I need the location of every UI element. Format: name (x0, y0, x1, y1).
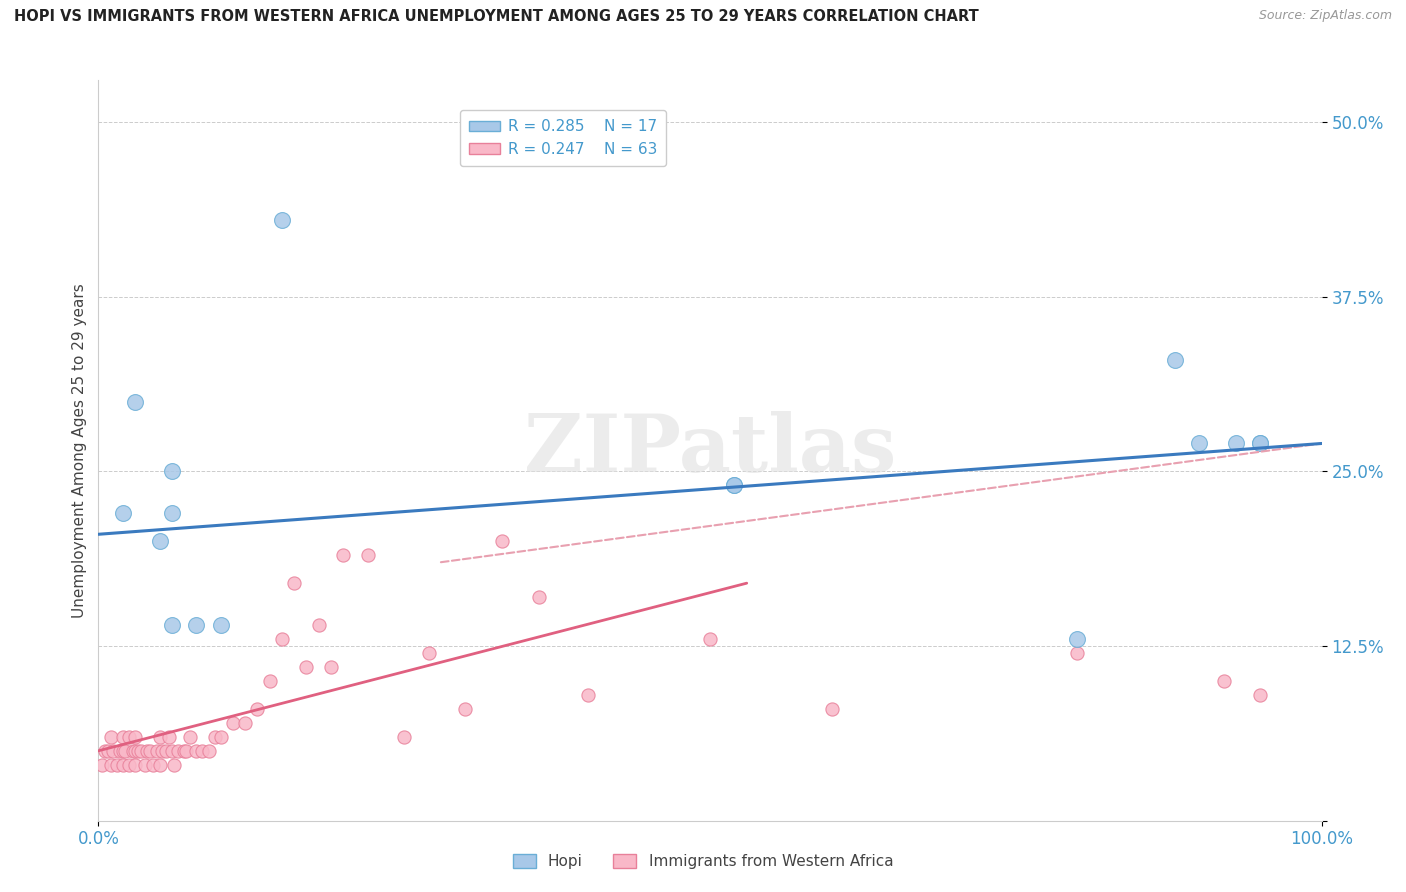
Point (124, 730, 146, 744)
Point (176, 744, 198, 758)
Point (259, 673, 281, 688)
Point (100, 757, 122, 772)
Point (155, 744, 177, 758)
Point (1250, 436, 1272, 450)
Point (491, 534, 513, 549)
Point (209, 730, 232, 744)
Point (167, 744, 190, 758)
Point (222, 715, 245, 730)
Point (418, 646, 440, 660)
Point (454, 702, 477, 716)
Point (149, 730, 172, 744)
Point (149, 534, 172, 549)
Point (576, 688, 599, 702)
Point (136, 744, 159, 758)
Point (114, 744, 136, 758)
Point (699, 632, 721, 646)
Point (1164, 352, 1187, 367)
Point (186, 618, 208, 632)
Point (124, 757, 146, 772)
Point (270, 632, 294, 646)
Point (134, 757, 156, 772)
Point (1212, 673, 1234, 688)
Point (110, 744, 132, 758)
Point (356, 548, 378, 562)
Point (101, 744, 124, 758)
Point (150, 744, 173, 758)
Point (179, 730, 201, 744)
Point (139, 744, 162, 758)
Legend: R = 0.285    N = 17, R = 0.247    N = 63: R = 0.285 N = 17, R = 0.247 N = 63 (460, 110, 666, 166)
Point (246, 702, 269, 716)
Point (142, 757, 165, 772)
Point (118, 730, 141, 744)
Point (93, 744, 115, 758)
Point (197, 744, 219, 758)
Point (527, 590, 550, 604)
Point (308, 618, 330, 632)
Point (209, 618, 232, 632)
Point (1250, 436, 1272, 450)
Point (191, 744, 214, 758)
Point (91, 757, 114, 772)
Point (1066, 632, 1088, 646)
Point (1225, 436, 1247, 450)
Point (127, 744, 149, 758)
Point (111, 744, 134, 758)
Point (146, 744, 169, 758)
Point (97, 744, 120, 758)
Point (111, 730, 134, 744)
Point (186, 744, 208, 758)
Point (129, 744, 152, 758)
Text: HOPI VS IMMIGRANTS FROM WESTERN AFRICA UNEMPLOYMENT AMONG AGES 25 TO 29 YEARS CO: HOPI VS IMMIGRANTS FROM WESTERN AFRICA U… (14, 9, 979, 24)
Point (157, 730, 180, 744)
Point (160, 464, 183, 478)
Point (111, 506, 134, 520)
Point (118, 757, 141, 772)
Point (204, 730, 226, 744)
Text: ZIPatlas: ZIPatlas (524, 411, 896, 490)
Point (283, 576, 305, 591)
Text: Source: ZipAtlas.com: Source: ZipAtlas.com (1258, 9, 1392, 22)
Point (111, 757, 134, 772)
Legend: Hopi, Immigrants from Western Africa: Hopi, Immigrants from Western Africa (506, 848, 900, 875)
Point (1066, 646, 1088, 660)
Point (160, 506, 183, 520)
Point (124, 744, 146, 758)
Point (1188, 436, 1211, 450)
Y-axis label: Unemployment Among Ages 25 to 29 years: Unemployment Among Ages 25 to 29 years (72, 283, 87, 618)
Point (332, 548, 354, 562)
Point (160, 618, 183, 632)
Point (821, 702, 844, 716)
Point (392, 730, 416, 744)
Point (105, 757, 128, 772)
Point (173, 744, 195, 758)
Point (160, 744, 183, 758)
Point (163, 757, 186, 772)
Point (124, 394, 146, 409)
Point (723, 478, 745, 492)
Point (319, 660, 342, 674)
Point (121, 744, 143, 758)
Point (270, 213, 294, 227)
Point (100, 730, 122, 744)
Point (723, 478, 745, 492)
Point (149, 757, 172, 772)
Point (1250, 688, 1272, 702)
Point (233, 715, 256, 730)
Point (295, 660, 318, 674)
